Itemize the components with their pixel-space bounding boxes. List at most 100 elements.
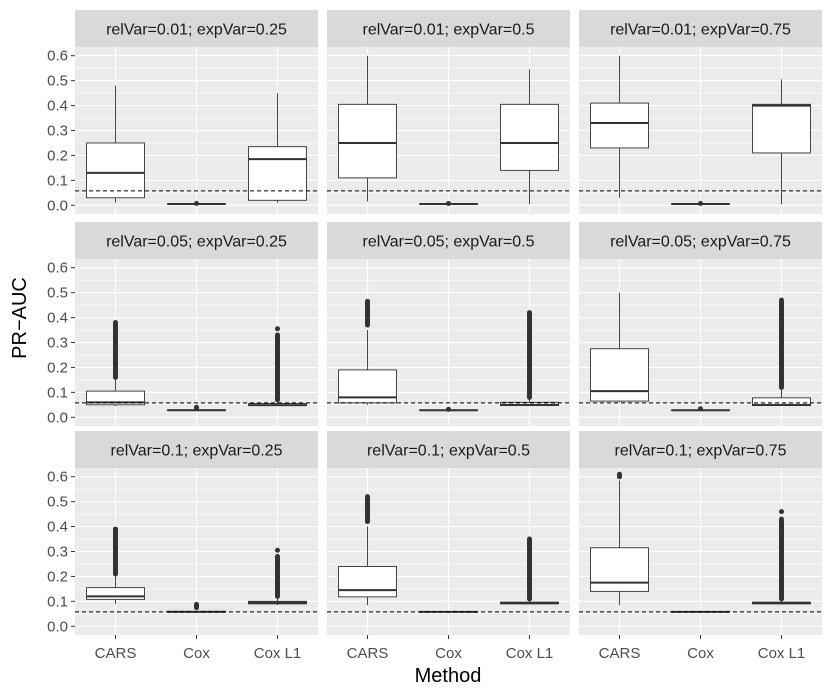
x-tick-label: CARS [599,645,641,662]
outlier-point [275,547,280,553]
y-tick-label: 0.5 [47,494,68,511]
box-cox [419,201,478,207]
x-tick-label: Cox [435,645,462,662]
facet-strip [75,10,318,47]
facet-strip [75,431,318,468]
y-tick-label: 0.4 [47,519,68,536]
box-iqr [500,103,559,171]
box-iqr [752,103,811,154]
outlier-point [446,201,451,207]
x-tick-label: CARS [95,645,137,662]
box-cox-l1 [752,509,811,605]
box-cars [590,471,649,606]
y-tick-label: 0.4 [47,98,68,115]
box-cox-l1 [752,79,811,205]
y-tick-label: 0.0 [47,197,68,214]
facet-panel: relVar=0.05; expVar=0.75 [579,222,822,426]
box-cox [671,406,730,412]
box-cox-l1 [500,310,559,407]
y-tick-label: 0.0 [47,409,68,426]
x-tick-label: Cox L1 [506,645,554,662]
y-tick-label: 0.1 [47,593,68,610]
y-tick-label: 0.4 [47,310,68,327]
facet-strip [75,222,318,259]
outlier-point [113,320,118,326]
y-tick-label: 0.3 [47,544,68,561]
outlier-point [275,553,280,559]
facet-strip-label: relVar=0.1; expVar=0.75 [615,443,787,460]
y-tick-label: 0.1 [47,384,68,401]
box-iqr [338,566,397,598]
y-tick-label: 0.5 [47,73,68,90]
box-cox-l1 [500,536,559,605]
box-cars [338,298,397,405]
outlier-point [194,601,199,607]
facet-panel: relVar=0.01; expVar=0.75 [579,10,822,214]
facet-strip-label: relVar=0.01; expVar=0.75 [610,22,791,39]
box-cars [590,292,649,403]
box-iqr [338,103,397,179]
x-tick-label: Cox [183,645,210,662]
box-cox [671,201,730,207]
facet-strip-label: relVar=0.01; expVar=0.25 [106,22,287,39]
box-cox [167,404,226,412]
y-tick-label: 0.0 [47,618,68,635]
box-cox-l1 [248,547,307,606]
x-tick-label: Cox L1 [254,645,302,662]
facet-strip [579,431,822,468]
facet-strip-label: relVar=0.05; expVar=0.5 [363,234,535,251]
facet-panel: relVar=0.05; expVar=0.5 [327,222,570,426]
outlier-point [779,297,784,303]
outlier-point [194,404,199,410]
outlier-point [365,298,370,304]
facet-strip [327,10,570,47]
facet-strip-label: relVar=0.05; expVar=0.25 [106,234,287,251]
outlier-point [779,509,784,515]
facet-strip-label: relVar=0.05; expVar=0.75 [610,234,791,251]
y-tick-label: 0.6 [47,469,68,486]
outlier-point [527,310,532,316]
facet-strip [327,431,570,468]
outlier-point [275,332,280,338]
y-axis-title: PR−AUC [9,277,31,359]
facet-panel: relVar=0.05; expVar=0.25 0.0 0.1 0.2 0.3 0.4 0… [47,222,318,426]
y-tick-label: 0.2 [47,359,68,376]
y-tick-label: 0.3 [47,123,68,140]
y-tick-label: 0.5 [47,285,68,302]
y-tick-label: 0.3 [47,335,68,352]
outlier-point [365,494,370,500]
y-tick-label: 0.6 [47,48,68,65]
facet-panel: relVar=0.01; expVar=0.5 [327,10,570,214]
outlier-point [698,406,703,412]
outlier-point [275,326,280,332]
x-tick-label: Cox [687,645,714,662]
box-cox-l1 [500,69,559,205]
box-cox [419,406,478,412]
y-tick-label: 0.2 [47,568,68,585]
facet-strip [327,222,570,259]
y-tick-label: 0.2 [47,147,68,164]
facet-strip [579,10,822,47]
facet-panel: relVar=0.1; expVar=0.25 0.0 0.1 0.2 0.3 0.4 0.… [47,431,318,662]
outlier-point [446,406,451,412]
facet-strip-label: relVar=0.1; expVar=0.5 [367,443,530,460]
box-iqr [86,142,145,199]
box-iqr [590,547,649,592]
y-tick-label: 0.6 [47,260,68,277]
outlier-point [698,201,703,207]
box-iqr [86,587,145,600]
box-iqr [590,102,649,149]
facet-strip-label: relVar=0.1; expVar=0.25 [111,443,283,460]
box-cars [590,55,649,198]
box-cars [86,85,145,203]
box-cars [86,320,145,407]
y-tick-label: 0.1 [47,172,68,189]
box-cox-l1 [752,297,811,407]
facet-panel: relVar=0.1; expVar=0.75 CARS Cox Cox L1 [579,431,822,662]
outlier-point [779,516,784,522]
facet-panel: relVar=0.01; expVar=0.25 0.0 0.1 0.2 0.3 0.4 0… [47,10,318,214]
box-cars [338,494,397,606]
box-iqr [590,348,649,402]
outlier-point [113,526,118,532]
